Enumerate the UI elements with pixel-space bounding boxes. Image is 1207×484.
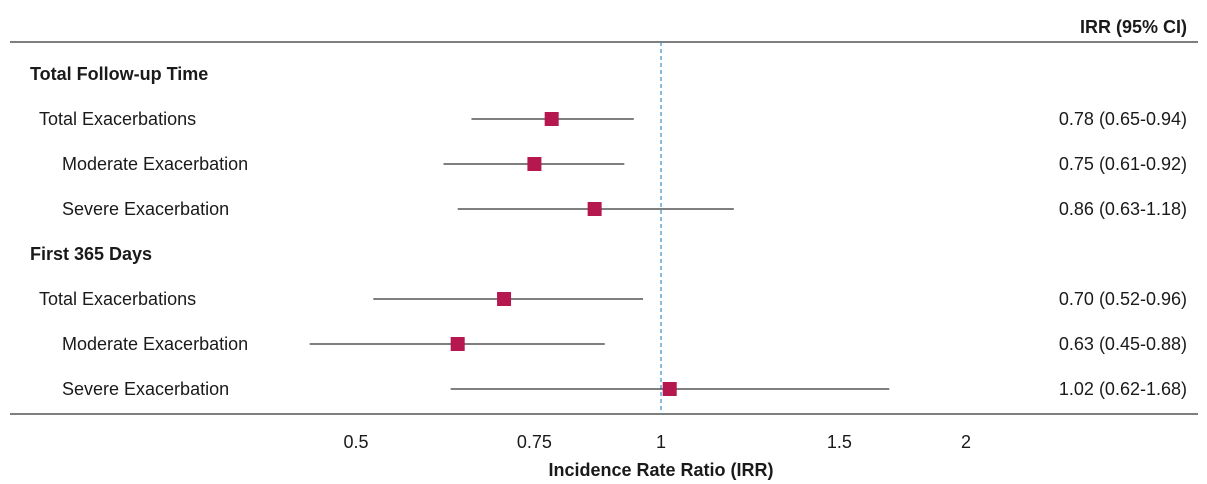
point-estimate-marker [450, 337, 465, 351]
x-tick-label: 1 [656, 432, 666, 452]
x-tick-label: 1.5 [827, 432, 852, 452]
point-estimate-marker [662, 382, 677, 396]
row-label: Moderate Exacerbation [62, 154, 248, 174]
irr-ci-value: 0.70 (0.52-0.96) [1059, 289, 1187, 309]
column-header: IRR (95% CI) [1080, 17, 1187, 37]
irr-ci-value: 0.75 (0.61-0.92) [1059, 154, 1187, 174]
row-label: Severe Exacerbation [62, 199, 229, 219]
irr-ci-value: 0.78 (0.65-0.94) [1059, 109, 1187, 129]
irr-ci-value: 0.63 (0.45-0.88) [1059, 334, 1187, 354]
point-estimate-marker [527, 157, 542, 171]
point-estimate-marker [544, 112, 559, 126]
point-estimate-marker [497, 292, 512, 306]
group-title: First 365 Days [30, 244, 152, 264]
x-tick-label: 2 [961, 432, 971, 452]
row-label: Moderate Exacerbation [62, 334, 248, 354]
row-label: Total Exacerbations [39, 109, 196, 129]
x-tick-label: 0.5 [343, 432, 368, 452]
irr-ci-value: 0.86 (0.63-1.18) [1059, 199, 1187, 219]
row-label: Severe Exacerbation [62, 379, 229, 399]
row-label: Total Exacerbations [39, 289, 196, 309]
x-axis-label: Incidence Rate Ratio (IRR) [548, 460, 773, 480]
x-tick-label: 0.75 [517, 432, 552, 452]
group-title: Total Follow-up Time [30, 64, 208, 84]
point-estimate-marker [587, 202, 602, 216]
irr-ci-value: 1.02 (0.62-1.68) [1059, 379, 1187, 399]
